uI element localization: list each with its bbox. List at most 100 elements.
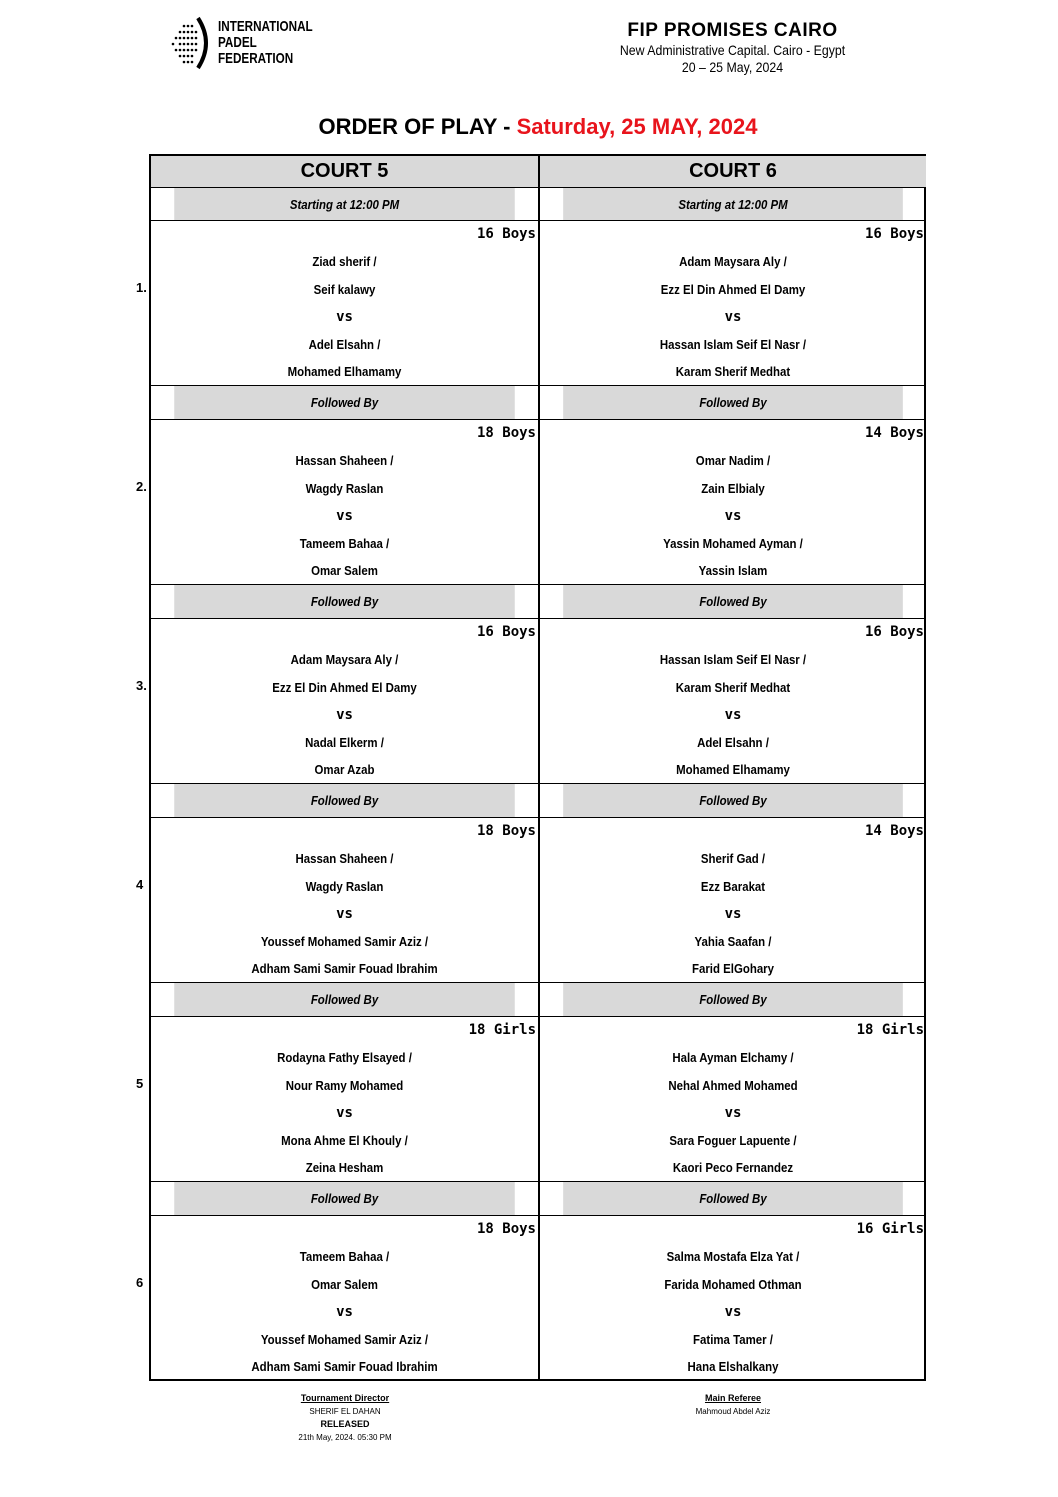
player-name: Farida Mohamed Othman bbox=[664, 1277, 802, 1292]
player-name: Adel Elsahn / bbox=[308, 337, 381, 352]
versus-label: vs bbox=[336, 309, 353, 325]
player-name: Hana Elshalkany bbox=[687, 1359, 779, 1374]
column-divider bbox=[538, 156, 540, 1379]
followed-by-label: Followed By bbox=[174, 784, 515, 817]
player-name: Sherif Gad / bbox=[700, 851, 766, 866]
match-category: 16 Boys bbox=[476, 226, 536, 242]
followed-by-label: Followed By bbox=[563, 585, 903, 618]
release-time: 21th May, 2024. 05:30 PM bbox=[298, 1433, 392, 1442]
player-name: Adel Elsahn / bbox=[697, 735, 769, 750]
player-name: Rodayna Fathy Elsayed / bbox=[277, 1050, 412, 1065]
versus-label: vs bbox=[336, 906, 353, 922]
match-category: 16 Boys bbox=[864, 624, 924, 640]
player-name: Salma Mostafa Elza Yat / bbox=[666, 1249, 800, 1264]
player-name: Yahia Saafan / bbox=[694, 934, 772, 949]
match-slot-number: 1. bbox=[136, 280, 147, 295]
player-name: Hala Ayman Elchamy / bbox=[672, 1050, 794, 1065]
player-name: Fatima Tamer / bbox=[693, 1332, 773, 1347]
player-name: Adham Sami Samir Fouad Ibrahim bbox=[251, 961, 438, 976]
event-venue: New Administrative Capital. Cairo - Egyp… bbox=[619, 42, 846, 58]
row-divider bbox=[151, 419, 924, 420]
match-category: 16 Boys bbox=[864, 226, 924, 242]
player-name: Adham Sami Samir Fouad Ibrahim bbox=[251, 1359, 438, 1374]
referee-label: Main Referee bbox=[704, 1393, 762, 1403]
row-divider bbox=[151, 187, 924, 188]
match-slot-number: 4 bbox=[136, 877, 144, 892]
match-category: 18 Girls bbox=[468, 1022, 536, 1038]
versus-label: vs bbox=[336, 1304, 353, 1320]
row-divider bbox=[151, 220, 924, 221]
player-name: Hassan Islam Seif El Nasr / bbox=[659, 652, 807, 667]
match-cell: 14 Boys Sherif Gad / Ezz Barakat vs Yahia Sa… bbox=[540, 818, 926, 983]
followed-by-label: Followed By bbox=[563, 983, 903, 1016]
player-name: Youssef Mohamed Samir Aziz / bbox=[260, 934, 429, 949]
player-name: Karam Sherif Medhat bbox=[675, 364, 791, 379]
tournament-director-block: Tournament Director SHERIF EL DAHAN RELE… bbox=[270, 1392, 420, 1444]
player-name: Adam Maysara Aly / bbox=[290, 652, 399, 667]
versus-label: vs bbox=[724, 1105, 742, 1121]
versus-label: vs bbox=[336, 707, 353, 723]
player-name: Omar Salem bbox=[311, 1277, 378, 1292]
player-name: Tameem Bahaa / bbox=[299, 536, 390, 551]
player-name: Mona Ahme El Khouly / bbox=[281, 1133, 408, 1148]
match-cell: 16 Boys Hassan Islam Seif El Nasr / Karam … bbox=[540, 619, 926, 784]
player-name: Omar Nadim / bbox=[695, 453, 771, 468]
match-cell: 16 Boys Adam Maysara Aly / Ezz El Din Ahme… bbox=[151, 619, 538, 784]
player-name: Hassan Islam Seif El Nasr / bbox=[659, 337, 807, 352]
match-category: 14 Boys bbox=[864, 425, 924, 441]
title-prefix: ORDER OF PLAY - bbox=[318, 114, 517, 139]
player-name: Farid ElGohary bbox=[691, 961, 775, 976]
match-category: 18 Girls bbox=[856, 1022, 924, 1038]
player-name: Yassin Islam bbox=[698, 563, 768, 578]
player-name: Mohamed Elhamamy bbox=[287, 364, 402, 379]
fip-logo-icon bbox=[171, 16, 208, 70]
logo-text-line: FEDERATION bbox=[218, 50, 294, 67]
match-slot-number: 6 bbox=[136, 1275, 144, 1290]
followed-by-label: Followed By bbox=[563, 784, 903, 817]
match-category: 18 Boys bbox=[476, 823, 536, 839]
player-name: Ezz Barakat bbox=[700, 879, 766, 894]
versus-label: vs bbox=[724, 508, 742, 524]
player-name: Adam Maysara Aly / bbox=[679, 254, 787, 269]
row-divider bbox=[151, 1181, 924, 1182]
followed-by-label: Followed By bbox=[174, 386, 515, 419]
row-divider bbox=[151, 385, 924, 386]
court-start-time: Starting at 12:00 PM bbox=[174, 188, 515, 221]
match-category: 14 Boys bbox=[864, 823, 924, 839]
player-name: Wagdy Raslan bbox=[305, 879, 384, 894]
match-cell: 18 Boys Hassan Shaheen / Wagdy Raslan vs You… bbox=[151, 818, 538, 983]
player-name: Nehal Ahmed Mohamed bbox=[668, 1078, 798, 1093]
court-start-time: Starting at 12:00 PM bbox=[563, 188, 903, 221]
match-cell: 14 Boys Omar Nadim / Zain Elbialy vs Yassin … bbox=[540, 420, 926, 585]
event-name: FIP PROMISES CAIRO bbox=[627, 20, 838, 41]
player-name: Zain Elbialy bbox=[701, 481, 765, 496]
player-name: Kaori Peco Fernandez bbox=[672, 1160, 794, 1175]
match-cell: 16 Boys Ziad sherif / Seif kalawy vs Adel El… bbox=[151, 221, 538, 386]
director-label: Tournament Director bbox=[300, 1393, 390, 1403]
followed-by-label: Followed By bbox=[174, 1182, 515, 1215]
match-cell: 16 Girls Salma Mostafa Elza Yat / Farida M… bbox=[540, 1216, 926, 1381]
match-category: 16 Boys bbox=[476, 624, 536, 640]
main-referee-block: Main Referee Mahmoud Abdel Aziz bbox=[658, 1392, 808, 1418]
player-name: Hassan Shaheen / bbox=[295, 453, 394, 468]
followed-by-label: Followed By bbox=[563, 386, 903, 419]
player-name: Omar Azab bbox=[314, 762, 375, 777]
versus-label: vs bbox=[724, 309, 742, 325]
release-status: RELEASED bbox=[320, 1419, 370, 1429]
match-slot-number: 5 bbox=[136, 1076, 144, 1091]
player-name: Mohamed Elhamamy bbox=[676, 762, 790, 777]
player-name: Hassan Shaheen / bbox=[295, 851, 394, 866]
match-slot-number: 3. bbox=[136, 678, 147, 693]
player-name: Ziad sherif / bbox=[312, 254, 377, 269]
row-divider bbox=[151, 817, 924, 818]
match-category: 18 Boys bbox=[476, 425, 536, 441]
row-divider bbox=[151, 584, 924, 585]
followed-by-label: Followed By bbox=[563, 1182, 903, 1215]
referee-name: Mahmoud Abdel Aziz bbox=[695, 1407, 771, 1416]
player-name: Wagdy Raslan bbox=[305, 481, 384, 496]
player-name: Youssef Mohamed Samir Aziz / bbox=[260, 1332, 429, 1347]
match-category: 16 Girls bbox=[856, 1221, 924, 1237]
player-name: Seif kalawy bbox=[313, 282, 376, 297]
director-name: SHERIF EL DAHAN bbox=[309, 1407, 381, 1416]
